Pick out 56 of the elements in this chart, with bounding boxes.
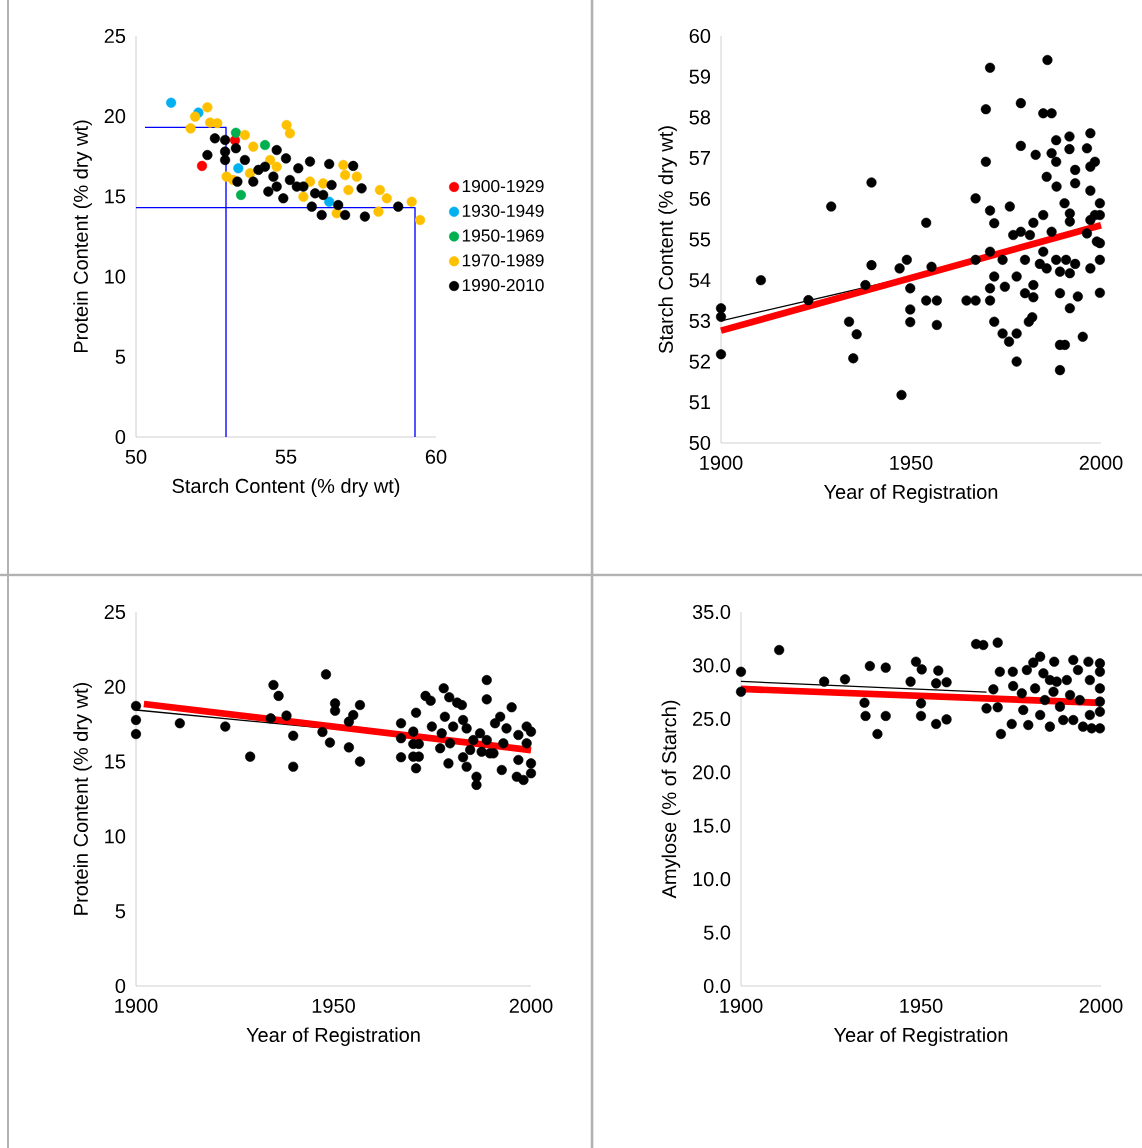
y-axis-title: Starch Content (% dry wt) [658, 126, 677, 354]
x-tick-label: 1900 [115, 998, 158, 1013]
y-tick-label: 30.0 [692, 658, 731, 673]
x-tick-label: 2000 [509, 998, 553, 1013]
x-axis-title: Starch Content (% dry wt) [172, 478, 400, 497]
legend-label: 1970-1989 [462, 254, 544, 267]
y-tick-label: 0 [115, 978, 126, 994]
y-tick-label: 5.0 [703, 925, 731, 940]
legend-label: 1990-2010 [462, 278, 544, 292]
y-tick-label: 20.0 [693, 765, 731, 780]
y-tick-label: 52 [689, 354, 710, 369]
y-tick-label: 10 [105, 269, 126, 284]
y-axis-title: Protein Content (% dry wt) [73, 120, 92, 353]
y-tick-label: 15 [105, 189, 126, 204]
x-tick-label: 1900 [720, 998, 763, 1013]
y-tick-label: 25 [104, 604, 126, 620]
y-tick-label: 5 [115, 349, 126, 364]
y-tick-label: 55 [689, 232, 711, 247]
x-tick-label: 1950 [890, 455, 933, 470]
y-tick-label: 25 [104, 28, 126, 44]
y-tick-label: 20 [104, 109, 126, 124]
x-tick-label: 60 [425, 449, 447, 464]
x-tick-label: 1950 [312, 998, 355, 1013]
y-tick-label: 15.0 [693, 818, 731, 833]
y-tick-label: 20 [104, 679, 126, 694]
x-tick-label: 2000 [1079, 998, 1123, 1013]
x-tick-label: 1950 [900, 998, 943, 1013]
y-tick-label: 58 [689, 110, 711, 125]
y-tick-label: 15 [105, 754, 126, 769]
x-axis-title: Year of Registration [823, 484, 998, 503]
y-tick-label: 59 [689, 69, 710, 84]
x-tick-label: 2000 [1079, 455, 1123, 470]
x-tick-label: 1900 [700, 455, 743, 470]
y-tick-label: 56 [689, 191, 711, 206]
x-axis-title: Year of Registration [246, 1027, 420, 1046]
legend-label: 1900-1929 [462, 179, 544, 193]
legend-label: 1930-1949 [462, 204, 544, 217]
y-tick-label: 51 [689, 395, 710, 410]
x-axis-title: Year of Registration [833, 1027, 1008, 1046]
y-tick-label: 0.0 [703, 978, 731, 994]
y-tick-label: 0 [115, 429, 126, 445]
y-tick-label: 5 [115, 904, 126, 919]
y-tick-label: 53 [689, 313, 711, 328]
y-tick-label: 50 [689, 435, 711, 451]
y-tick-label: 10.0 [693, 872, 731, 887]
y-tick-label: 35.0 [692, 604, 731, 620]
x-tick-label: 50 [125, 449, 147, 464]
legend-label: 1950-1969 [462, 229, 544, 242]
y-axis-title: Protein Content (% dry wt) [73, 683, 92, 915]
y-tick-label: 57 [689, 151, 710, 166]
y-tick-label: 60 [689, 28, 711, 44]
x-tick-label: 55 [275, 449, 297, 464]
y-tick-label: 10 [105, 829, 126, 844]
y-tick-label: 25.0 [693, 711, 731, 726]
y-axis-title: Amylose (% of Starch) [661, 700, 681, 899]
y-tick-label: 54 [689, 273, 711, 288]
